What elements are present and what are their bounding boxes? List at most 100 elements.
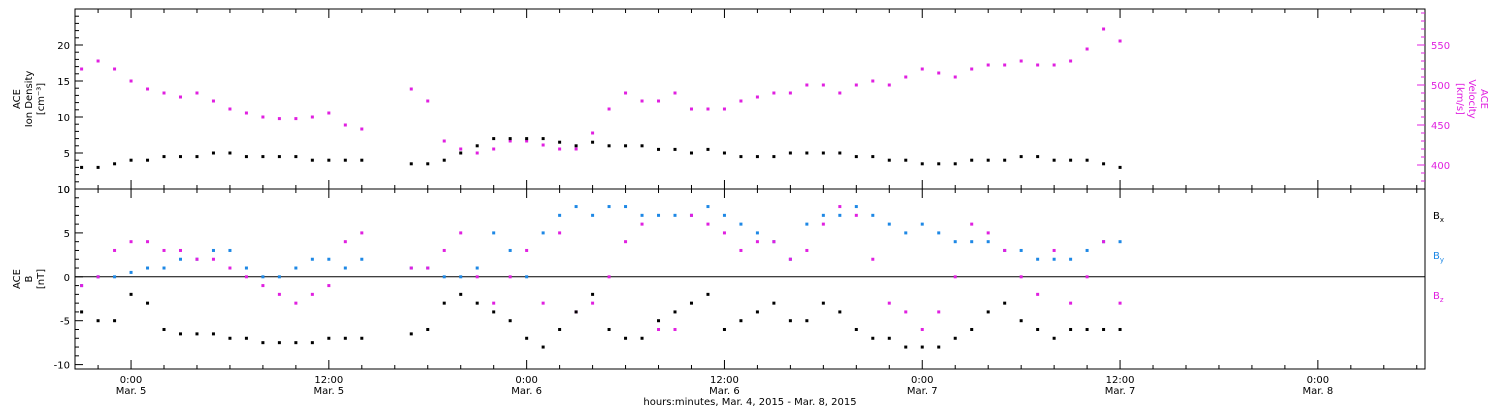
velocity-point: [805, 83, 809, 87]
bx-point: [80, 310, 84, 314]
velocity-point: [343, 123, 347, 127]
bx-point: [294, 341, 298, 345]
bz-point: [195, 257, 199, 261]
bx-point: [805, 319, 809, 323]
bz-point: [277, 292, 281, 296]
bz-point: [640, 222, 644, 226]
velocity-y-tick-label: 400: [1431, 161, 1450, 172]
velocity-point: [673, 91, 677, 95]
bx-point: [228, 336, 232, 340]
density-ylabel-line1: ACE: [12, 89, 23, 109]
bx-point: [937, 345, 941, 349]
density-point: [1036, 155, 1040, 159]
velocity-point: [788, 91, 792, 95]
bx-point: [904, 345, 908, 349]
by-point: [953, 240, 957, 244]
bz-point: [739, 248, 743, 252]
velocity-point: [426, 99, 430, 103]
magnetic-field-panel: [74, 188, 1426, 370]
density-point: [360, 158, 364, 162]
density-point: [871, 155, 875, 159]
bz-point: [1069, 301, 1073, 305]
by-point: [294, 266, 298, 270]
by-point: [327, 257, 331, 261]
bz-point: [492, 301, 496, 305]
by-point: [541, 231, 545, 235]
bz-point: [920, 327, 924, 331]
bz-point: [821, 222, 825, 226]
density-point: [211, 151, 215, 155]
velocity-point: [558, 147, 562, 151]
velocity-point: [1003, 63, 1007, 67]
bz-point: [459, 231, 463, 235]
density-point: [854, 155, 858, 159]
velocity-point: [162, 91, 166, 95]
bx-point: [838, 310, 842, 314]
bx-point: [492, 310, 496, 314]
density-point: [1052, 158, 1056, 162]
by-point: [986, 240, 990, 244]
velocity-point: [96, 59, 100, 63]
velocity-point: [986, 63, 990, 67]
bx-point: [327, 336, 331, 340]
bx-point: [739, 319, 743, 323]
velocity-point: [970, 67, 974, 71]
velocity-point: [657, 99, 661, 103]
density-point: [558, 140, 562, 144]
bz-point: [244, 275, 248, 279]
by-point: [178, 257, 182, 261]
bz-point: [591, 301, 595, 305]
bx-point: [178, 332, 182, 336]
bx-point: [722, 327, 726, 331]
by-point: [607, 205, 611, 209]
bz-point: [755, 240, 759, 244]
velocity-point: [624, 91, 628, 95]
bx-point: [409, 332, 413, 336]
velocity-point: [953, 75, 957, 79]
by-point: [871, 213, 875, 217]
bz-point: [178, 248, 182, 252]
velocity-point: [261, 115, 265, 119]
density-point: [146, 158, 150, 162]
by-point: [1052, 257, 1056, 261]
velocity-point: [1052, 63, 1056, 67]
bz-point: [854, 213, 858, 217]
velocity-point: [475, 151, 479, 155]
density-point: [887, 158, 891, 162]
bx-point: [1085, 327, 1089, 331]
by-point: [574, 205, 578, 209]
velocity-point: [574, 147, 578, 151]
velocity-point: [706, 107, 710, 111]
velocity-point: [689, 107, 693, 111]
bz-point: [937, 310, 941, 314]
velocity-point: [327, 111, 331, 115]
velocity-point: [294, 117, 298, 121]
bz-point: [1003, 248, 1007, 252]
density-point: [986, 158, 990, 162]
bz-point: [261, 284, 265, 288]
bx-point: [1069, 327, 1073, 331]
bfield-y-tick-label: -5: [60, 317, 70, 328]
velocity-point: [146, 87, 150, 91]
velocity-point: [937, 71, 941, 75]
density-point: [343, 158, 347, 162]
bz-point: [475, 275, 479, 279]
bz-point: [772, 240, 776, 244]
by-point: [1069, 257, 1073, 261]
velocity-point: [459, 147, 463, 151]
velocity-point: [755, 95, 759, 99]
density-point: [805, 151, 809, 155]
velocity-point: [80, 67, 84, 71]
by-point: [360, 257, 364, 261]
bx-point: [146, 301, 150, 305]
by-point: [162, 266, 166, 270]
legend-bx: Bx: [1433, 211, 1444, 224]
bx-point: [854, 327, 858, 331]
density-point: [178, 155, 182, 159]
bx-point: [640, 336, 644, 340]
by-point: [838, 213, 842, 217]
velocity-point: [211, 99, 215, 103]
bz-point: [689, 213, 693, 217]
bx-point: [360, 336, 364, 340]
